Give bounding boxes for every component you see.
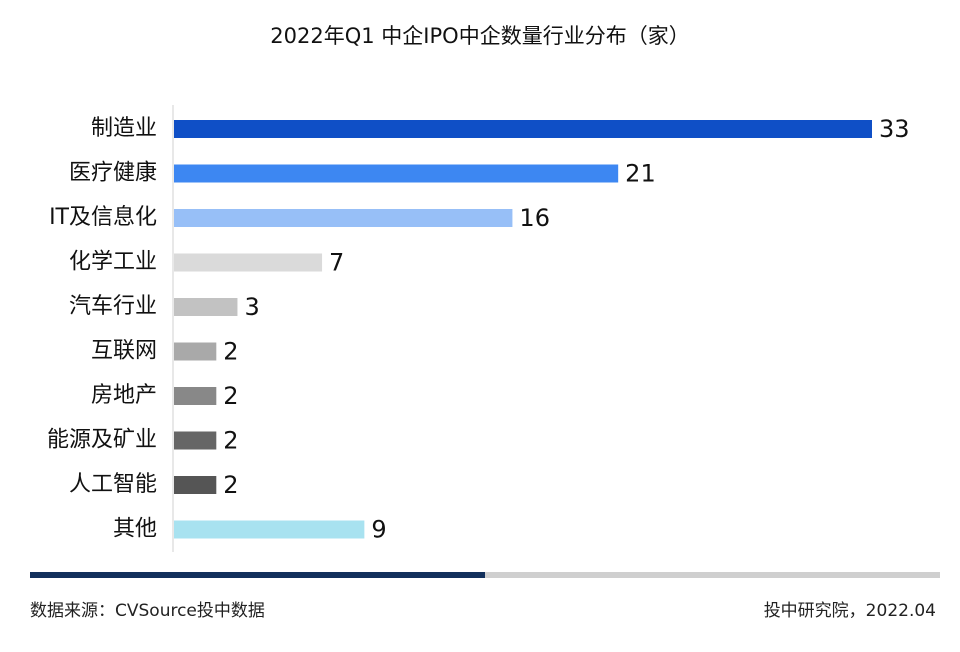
source-note: 数据来源：CVSource投中数据 — [30, 601, 265, 621]
bars-layer: 制造业 33 医疗健康 21 IT及信息化 16 化学工业 7 汽车行业 3 互联网 2 房地产 2 能源及… — [47, 115, 910, 544]
category-label: 其他 — [113, 517, 157, 542]
value-label: 2 — [223, 471, 238, 499]
bar — [174, 253, 323, 272]
value-label: 21 — [625, 160, 656, 188]
category-label: 人工智能 — [69, 472, 157, 497]
footer-divider-accent — [30, 572, 485, 578]
bar-chart: 制造业 33 医疗健康 21 IT及信息化 16 化学工业 7 汽车行业 3 互联网 2 房地产 2 能源及… — [47, 105, 910, 552]
category-label: 能源及矿业 — [47, 428, 157, 453]
value-label: 33 — [879, 115, 910, 143]
value-label: 16 — [519, 204, 550, 232]
bar — [174, 120, 872, 138]
value-label: 9 — [371, 516, 386, 544]
category-label: 制造业 — [91, 116, 157, 141]
value-label: 2 — [223, 382, 238, 410]
bar — [174, 520, 365, 539]
value-label: 2 — [223, 338, 238, 366]
bar — [174, 164, 619, 183]
footer-divider — [30, 572, 940, 578]
chart-title: 2022年Q1 中企IPO中企数量行业分布（家） — [270, 24, 690, 48]
category-label: 房地产 — [91, 383, 157, 408]
credit-note: 投中研究院，2022.04 — [763, 601, 936, 621]
bar — [174, 387, 217, 405]
category-label: IT及信息化 — [49, 205, 157, 230]
category-label: 互联网 — [91, 339, 157, 364]
category-label: 化学工业 — [69, 250, 157, 275]
category-label: 医疗健康 — [69, 161, 157, 186]
bar — [174, 298, 238, 316]
value-label: 3 — [244, 293, 259, 321]
bar — [174, 342, 217, 361]
bar — [174, 209, 513, 227]
value-label: 2 — [223, 427, 238, 455]
category-label: 汽车行业 — [69, 294, 157, 319]
bar — [174, 431, 217, 450]
bar — [174, 476, 217, 494]
value-label: 7 — [329, 249, 344, 277]
